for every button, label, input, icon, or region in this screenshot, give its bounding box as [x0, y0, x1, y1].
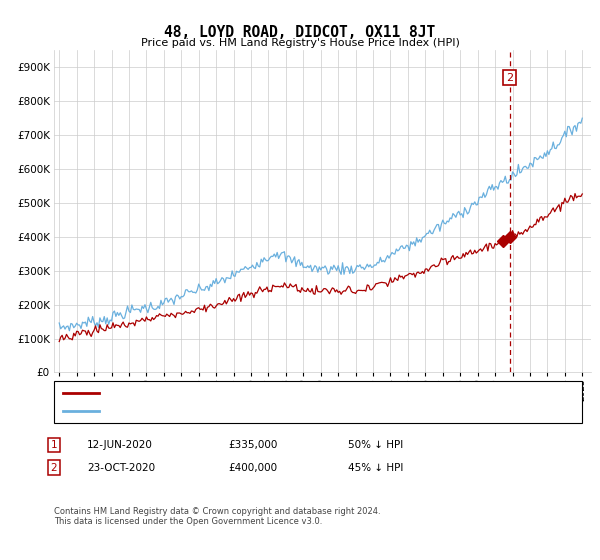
Text: Price paid vs. HM Land Registry's House Price Index (HPI): Price paid vs. HM Land Registry's House …: [140, 38, 460, 48]
Text: £335,000: £335,000: [228, 440, 277, 450]
Text: 23-OCT-2020: 23-OCT-2020: [87, 463, 155, 473]
Text: Contains HM Land Registry data © Crown copyright and database right 2024.
This d: Contains HM Land Registry data © Crown c…: [54, 507, 380, 526]
Text: 45% ↓ HPI: 45% ↓ HPI: [348, 463, 403, 473]
Text: 48, LOYD ROAD, DIDCOT, OX11 8JT (detached house): 48, LOYD ROAD, DIDCOT, OX11 8JT (detache…: [105, 388, 382, 398]
Text: 2: 2: [506, 72, 513, 82]
Text: 50% ↓ HPI: 50% ↓ HPI: [348, 440, 403, 450]
Text: £400,000: £400,000: [228, 463, 277, 473]
Text: 2: 2: [50, 463, 58, 473]
Text: 1: 1: [50, 440, 58, 450]
Text: 48, LOYD ROAD, DIDCOT, OX11 8JT: 48, LOYD ROAD, DIDCOT, OX11 8JT: [164, 25, 436, 40]
Text: HPI: Average price, detached house, South Oxfordshire: HPI: Average price, detached house, Sout…: [105, 406, 392, 416]
Text: 12-JUN-2020: 12-JUN-2020: [87, 440, 153, 450]
